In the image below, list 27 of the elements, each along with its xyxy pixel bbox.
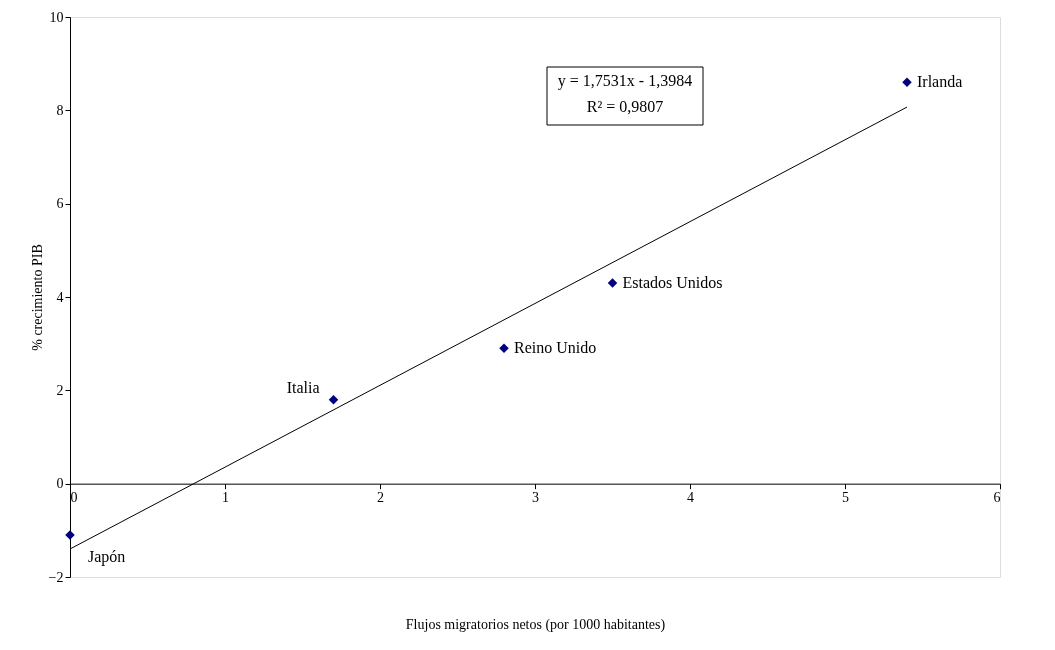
- y-axis-title: % crecimiento PIB: [29, 244, 45, 351]
- x-tick-label: 6: [993, 490, 1001, 506]
- annotation: R² = 0,9807: [586, 98, 664, 115]
- x-tick-label: 4: [687, 490, 694, 506]
- annotation: Irlanda: [917, 73, 963, 91]
- annotation: Estados Unidos: [622, 274, 723, 291]
- annotation: Italia: [286, 378, 320, 396]
- point: [499, 343, 509, 354]
- x-tick-label: 0: [70, 490, 78, 506]
- y-tick-label: 6: [56, 196, 64, 212]
- annotation: Japón: [88, 548, 126, 566]
- x-tick-label: 3: [532, 490, 539, 506]
- point: [902, 77, 912, 88]
- y-tick-label: 0: [56, 476, 64, 492]
- annotation: y = 1,7531x - 1,3984: [557, 72, 693, 90]
- y-tick-label: 2: [56, 382, 64, 398]
- x-tick-label: 1: [222, 490, 229, 506]
- y-tick-label: 8: [56, 102, 64, 118]
- point: [607, 278, 618, 288]
- x-axis-title: Flujos migratorios netos (por 1000 habitantes): [405, 616, 666, 633]
- y-tick-label: 10: [49, 9, 64, 25]
- point: [328, 394, 339, 405]
- annotation: Reino Unido: [514, 339, 597, 357]
- y-tick-label: −2: [48, 569, 64, 585]
- x-tick-label: 5: [842, 490, 849, 506]
- y-tick-label: 4: [56, 289, 64, 305]
- x-tick-label: 2: [377, 490, 384, 506]
